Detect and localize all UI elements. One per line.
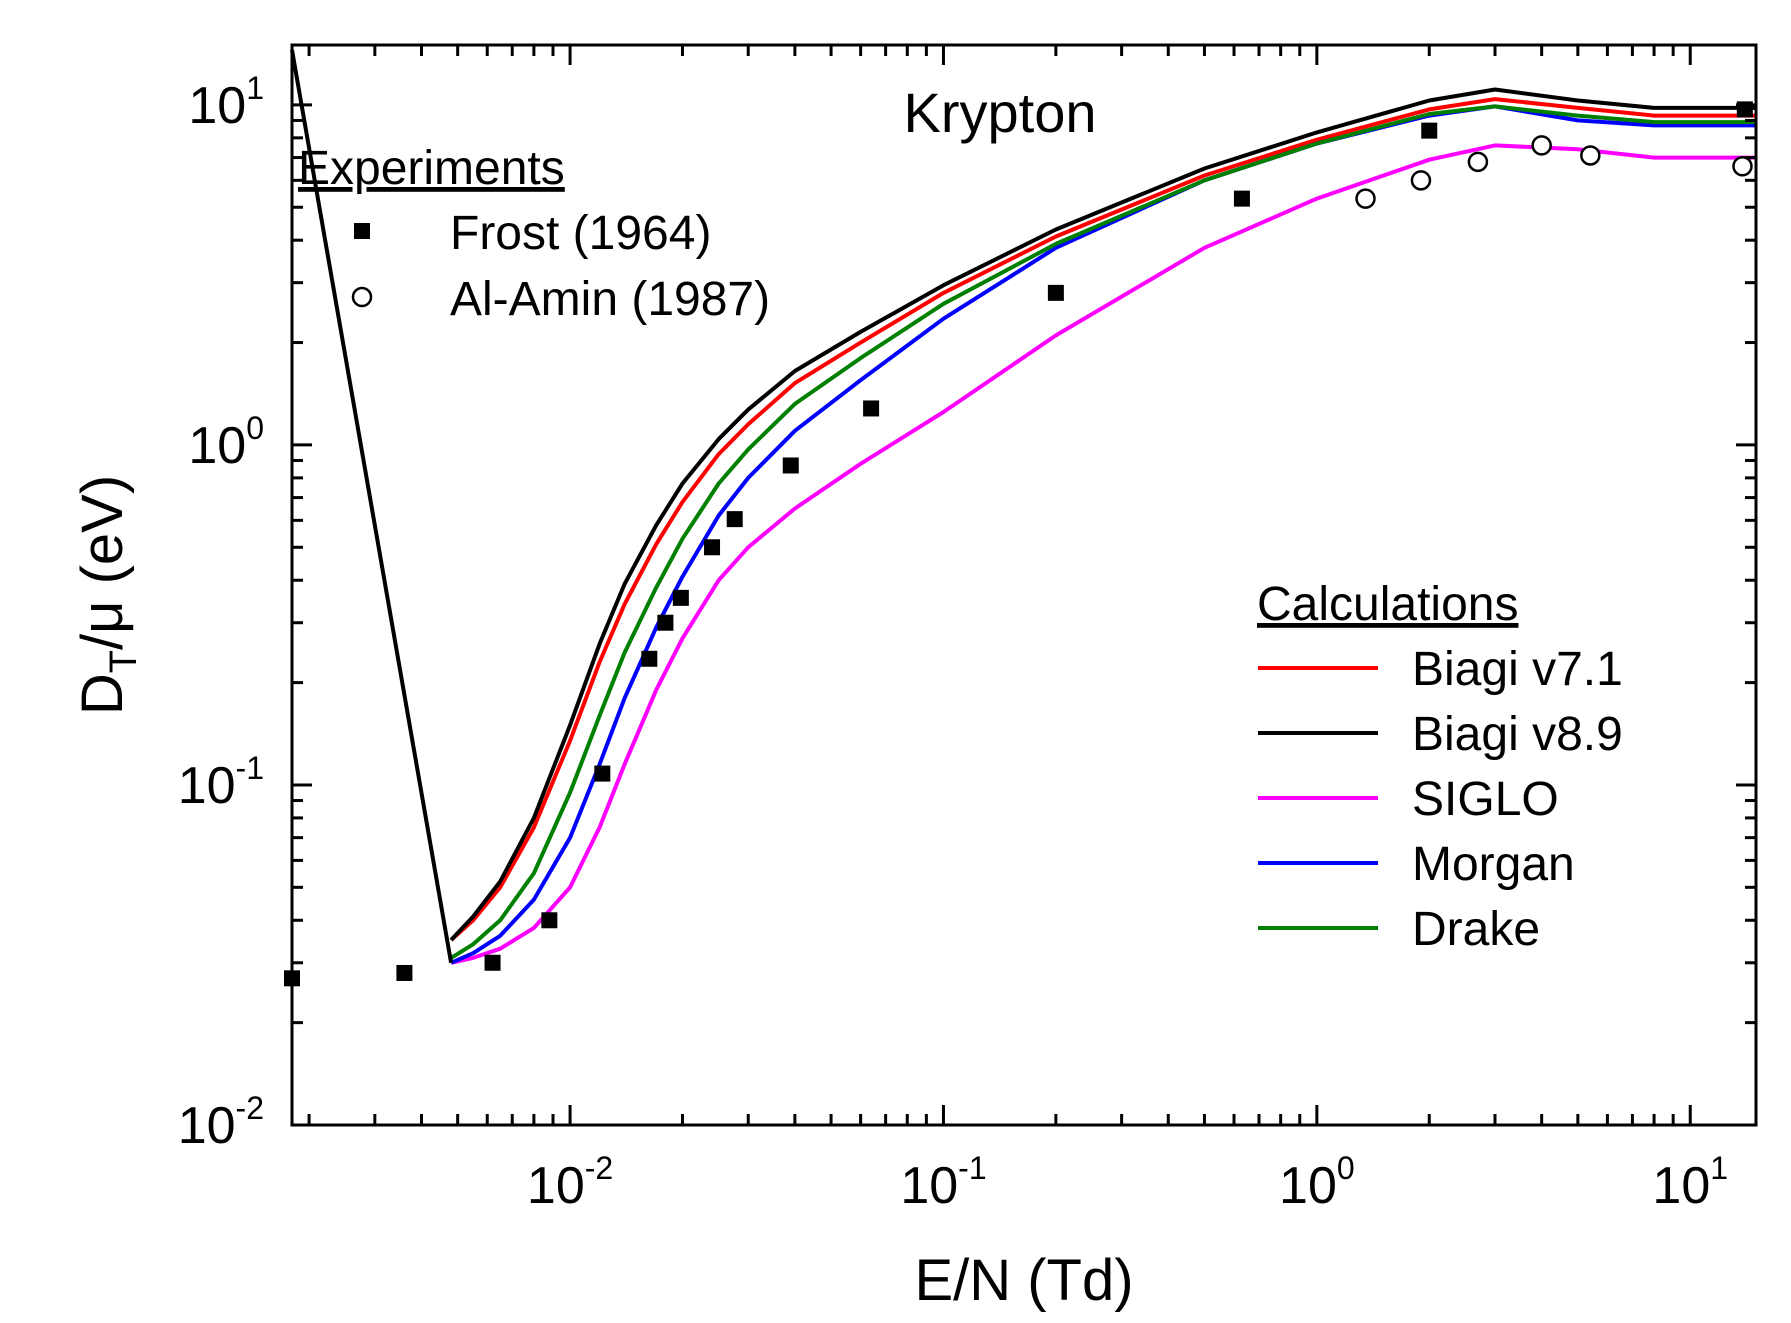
legend-calculations-title: Calculations (1257, 578, 1518, 631)
legend-experiments-title: Experiments (298, 142, 565, 195)
y-tick-label: 10-1 (178, 750, 264, 815)
tick-layer (292, 45, 1756, 1127)
y-axis-label-rest: /μ (eV) (70, 475, 135, 650)
series-layer (290, 49, 1756, 965)
legend-label-morgan: Morgan (1412, 838, 1575, 891)
legend-label-siglo: SIGLO (1412, 773, 1559, 826)
data-point-frost-1964 (541, 912, 558, 929)
data-point-frost-1964 (657, 614, 674, 631)
data-point-al-amin-1987 (1410, 170, 1432, 191)
tick-label-layer: 10-2 10-1 100 101 10-2 10-1 100 101 (178, 70, 1728, 1215)
legend-label-frost-1964: Frost (1964) (450, 207, 711, 260)
data-point-al-amin-1987 (1355, 188, 1376, 209)
chart-title: Krypton (904, 81, 1097, 144)
data-point-al-amin-1987 (1531, 135, 1552, 156)
series-line-unlabeled (290, 49, 454, 964)
y-tick-label: 101 (188, 70, 264, 135)
data-point-al-amin-1987 (1467, 151, 1489, 173)
y-axis-label: DT/μ (eV) (70, 475, 145, 715)
legend-label-al-amin-1987: Al-Amin (1987) (450, 273, 770, 326)
plot-frame (290, 43, 1758, 1127)
data-point-frost-1964 (396, 964, 413, 981)
data-point-frost-1964 (672, 589, 689, 606)
x-tick-label: 10-1 (900, 1150, 986, 1215)
y-tick-label: 10-2 (178, 1090, 264, 1155)
x-axis-label: E/N (Td) (914, 1248, 1133, 1313)
y-axis-label-main: D (70, 673, 135, 715)
data-point-frost-1964 (726, 511, 743, 528)
y-axis-label-sub: T (103, 650, 145, 673)
series-line-biagi-v8-9 (449, 87, 1756, 942)
legend-calculations: Calculations Biagi v7.1 Biagi v8.9 SIGLO Mo… (1257, 578, 1623, 956)
marker-layer (284, 101, 1753, 987)
series-line-biagi-v7-1 (449, 97, 1756, 942)
data-point-frost-1964 (594, 765, 611, 782)
x-tick-label: 10-2 (527, 1150, 613, 1215)
data-point-frost-1964 (484, 954, 501, 971)
legend-label-biagi-v7-1: Biagi v7.1 (1412, 643, 1623, 696)
legend-experiments: Experiments Frost (1964) Al-Amin (1987) (298, 142, 770, 326)
data-point-frost-1964 (863, 400, 880, 417)
data-point-frost-1964 (1421, 122, 1438, 139)
x-tick-label: 101 (1652, 1150, 1728, 1215)
data-point-frost-1964 (782, 457, 799, 474)
legend-label-drake: Drake (1412, 903, 1540, 956)
data-point-frost-1964 (641, 650, 658, 667)
data-point-frost-1964 (1047, 284, 1064, 301)
data-point-frost-1964 (704, 539, 721, 556)
legend-label-biagi-v8-9: Biagi v8.9 (1412, 708, 1623, 761)
data-point-al-amin-1987 (1580, 145, 1601, 166)
y-tick-label: 100 (188, 410, 264, 475)
data-point-frost-1964 (1233, 190, 1250, 207)
x-tick-label: 100 (1279, 1150, 1355, 1215)
series-line-siglo (450, 143, 1756, 965)
series-line-drake (450, 104, 1756, 960)
legend-marker-frost-1964 (354, 223, 370, 239)
legend-marker-al-amin-1987 (351, 286, 373, 308)
data-point-al-amin-1987 (1732, 155, 1753, 177)
